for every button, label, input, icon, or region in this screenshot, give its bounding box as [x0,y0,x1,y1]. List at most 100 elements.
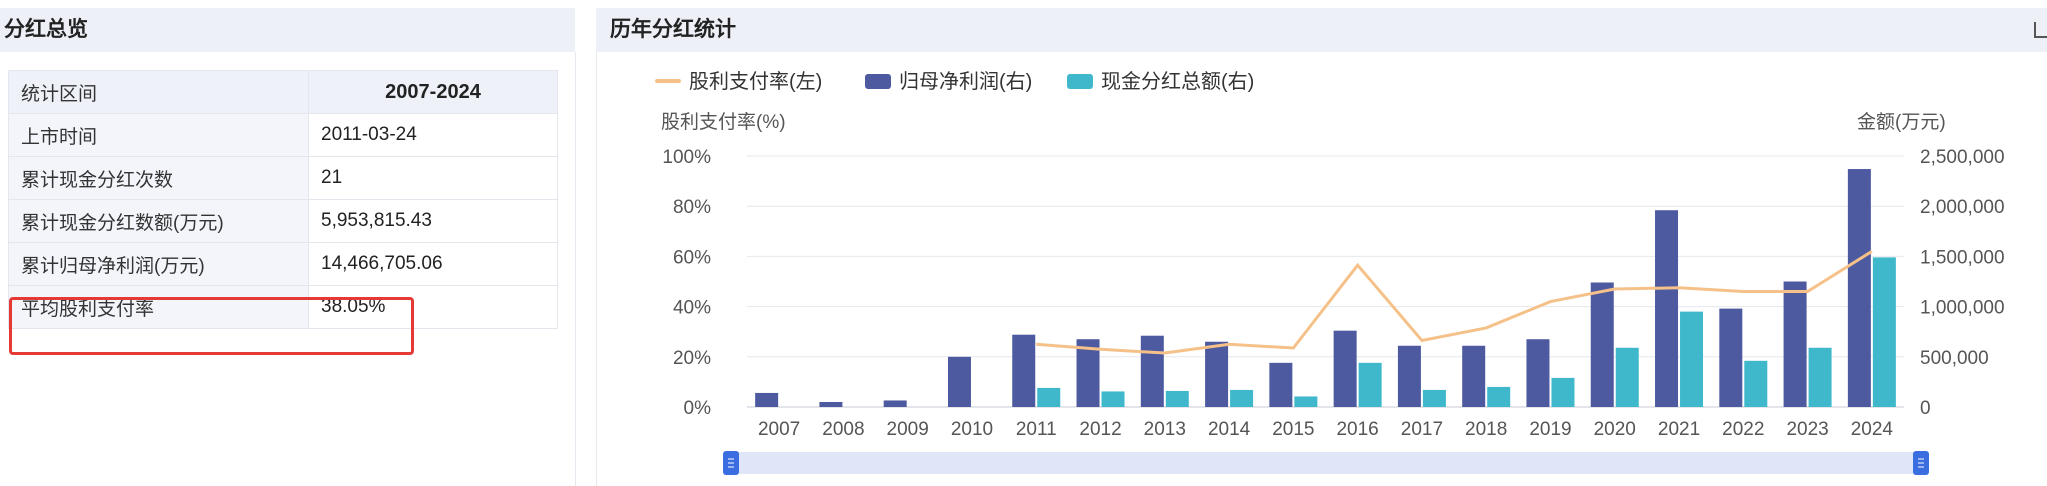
x-tick-label: 2024 [1851,419,1894,440]
table-row: 上市时间 2011-03-24 [8,113,558,157]
x-tick-label: 2019 [1529,419,1571,440]
history-panel-header: 历年分红统计 [596,8,2047,52]
legend-label: 股利支付率(左) [689,70,822,93]
row-value: 14,466,705.06 [308,242,558,286]
panel-divider [596,52,597,486]
cash-dividend-bar [1101,391,1125,407]
net-profit-bar [1783,281,1807,407]
cash-dividend-bar [1744,360,1768,407]
table-row: 累计归母净利润(万元) 14,466,705.06 [8,242,558,286]
x-tick-label: 2021 [1658,419,1700,440]
right-axis-title: 金额(万元) [1857,111,1946,133]
table-row: 累计现金分红次数 21 [8,156,558,200]
net-profit-bar [1462,345,1486,407]
left-tick-label: 60% [673,247,711,268]
net-profit-bar [1205,341,1229,407]
dividend-summary-table: 统计区间 2007-2024 上市时间 2011-03-24 累计现金分红次数 … [8,70,558,329]
x-tick-label: 2011 [1016,419,1057,440]
export-icon[interactable] [2034,22,2047,38]
left-axis-title: 股利支付率(%) [661,111,786,133]
right-tick-label: 1,500,000 [1920,247,2005,268]
right-tick-label: 500,000 [1920,348,1989,369]
net-profit-bar [1012,334,1036,407]
row-value: 5,953,815.43 [308,199,558,243]
legend-label: 归母净利润(右) [899,70,1032,93]
x-tick-label: 2010 [951,419,993,440]
legend-swatch [865,74,891,89]
x-tick-label: 2009 [887,419,929,440]
cash-dividend-bar [1680,311,1704,407]
row-label: 累计现金分红次数 [8,156,309,200]
cash-dividend-bar [1230,389,1254,407]
cash-dividend-bar [1037,387,1061,407]
cash-dividend-bar [1422,389,1446,407]
row-value: 21 [308,156,558,200]
right-tick-label: 2,500,000 [1920,147,2005,168]
x-tick-label: 2014 [1208,419,1251,440]
cash-dividend-bar [1615,347,1639,407]
x-tick-label: 2015 [1272,419,1314,440]
dividend-history-chart: 股利支付率(左) 归母净利润(右) 现金分红总额(右) 股利支付率(%) 金额(万元… [655,70,2005,475]
right-tick-label: 0 [1920,398,1931,419]
payout-ratio-line-path [1036,250,1873,355]
x-tick-label: 2017 [1401,419,1443,440]
net-profit-bar [1397,345,1421,407]
left-axis-ticks: 0% 20% 40% 60% 80% 100% [662,147,711,419]
cash-dividend-bar [1872,257,1896,407]
row-value: 2011-03-24 [308,113,558,157]
legend-swatch-payout [655,79,681,83]
row-label: 统计区间 [8,70,309,114]
x-tick-label: 2016 [1336,419,1378,440]
row-value: 2007-2024 [308,70,558,114]
chart-bars [755,169,1896,407]
legend-swatch [1067,74,1093,89]
row-label: 累计现金分红数额(万元) [8,199,309,243]
cash-dividend-bar [1294,396,1318,407]
cash-dividend-bar [1551,377,1575,407]
x-tick-label: 2023 [1786,419,1828,440]
x-tick-label: 2012 [1079,419,1121,440]
left-tick-label: 40% [673,298,711,319]
cash-dividend-bar [1165,390,1189,407]
left-tick-label: 20% [673,348,711,369]
net-profit-bar [1590,282,1614,407]
net-profit-bar [1140,335,1164,407]
row-label: 上市时间 [8,113,309,157]
chart-grid [747,155,1904,408]
x-tick-label: 2008 [822,419,864,440]
net-profit-bar [1076,339,1100,407]
net-profit-bar [1719,308,1743,407]
panel-divider [575,52,576,486]
row-label: 平均股利支付率 [8,285,309,329]
right-axis-ticks: 0 500,000 1,000,000 1,500,000 2,000,000 2,500… [1920,147,2005,419]
net-profit-bar [1847,169,1871,407]
payout-ratio-line [1036,250,1873,355]
right-tick-label: 1,000,000 [1920,298,2005,319]
net-profit-bar [883,400,907,407]
cash-dividend-bar [1358,362,1382,407]
net-profit-bar [947,356,971,407]
x-tick-label: 2022 [1722,419,1764,440]
overview-panel-header: 分红总览 [0,8,575,52]
row-value: 38.05% [308,285,558,329]
left-tick-label: 80% [673,197,711,218]
chart-legend[interactable]: 股利支付率(左) 归母净利润(右) 现金分红总额(右) [655,70,1254,93]
left-tick-label: 100% [662,147,711,168]
x-tick-label: 2018 [1465,419,1507,440]
x-tick-label: 2013 [1144,419,1186,440]
x-tick-label: 2020 [1594,419,1636,440]
data-zoom-slider[interactable] [723,451,1929,475]
table-row: 平均股利支付率 38.05% [8,285,558,329]
row-label: 累计归母净利润(万元) [8,242,309,286]
history-panel-title: 历年分红统计 [610,18,736,41]
payout-ratio-highlight-box [9,297,414,355]
net-profit-bar [755,392,779,407]
net-profit-bar [819,401,843,407]
zoom-track [731,452,1921,474]
x-axis-ticks: 2007 2008 2009 2010 2011 2012 2013 2014 2015 2016… [758,419,1893,440]
net-profit-bar [1526,339,1550,407]
cash-dividend-bar [1808,347,1832,407]
right-tick-label: 2,000,000 [1920,197,2005,218]
net-profit-bar [1655,210,1679,407]
overview-panel-title: 分红总览 [4,18,88,41]
